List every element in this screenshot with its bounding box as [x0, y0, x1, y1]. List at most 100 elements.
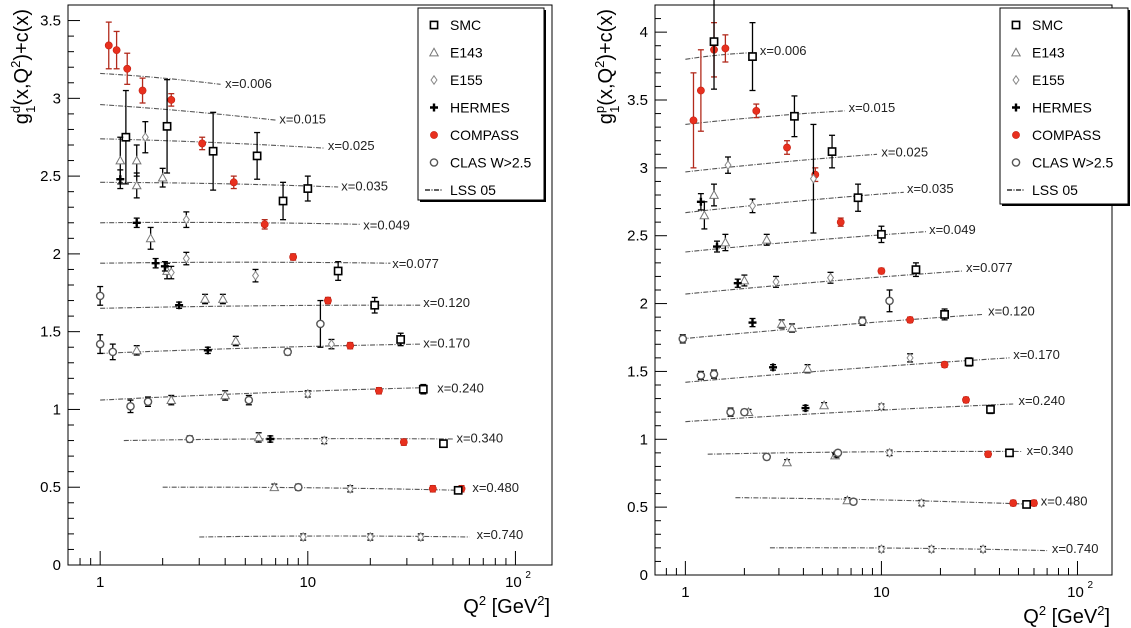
- bin-label: x=0.170: [423, 336, 470, 351]
- y-tick-label: 2: [640, 296, 648, 313]
- y-axis-title-mid: (x,Q: [11, 68, 33, 106]
- data-point: [112, 46, 121, 55]
- legend-label: LSS 05: [450, 182, 496, 198]
- y-axis-title-sub: 1: [23, 106, 38, 113]
- data-point: [399, 438, 408, 447]
- data-point: [198, 139, 207, 148]
- data-point: [252, 151, 262, 161]
- lss05-curve: [685, 270, 963, 295]
- x-axis-title: Q2 [GeV2]: [463, 593, 550, 618]
- data-point: [220, 390, 231, 400]
- bin-label: x=0.120: [423, 295, 470, 310]
- legend-marker: [1012, 74, 1020, 86]
- data-point: [979, 544, 987, 555]
- legend-marker: [1012, 131, 1020, 139]
- y-axis-title-tail: )+c(x): [11, 9, 33, 61]
- bin-label: x=0.015: [849, 100, 896, 115]
- lss05-curve: [769, 547, 1048, 552]
- series-clas-w-2-5: [678, 289, 894, 507]
- data-point: [917, 497, 925, 509]
- lss05-curve: [685, 51, 757, 60]
- legend: SMC E143 E155 HERMES COMPASS CLAS W>2.5 LSS 05: [417, 7, 546, 202]
- bin-label: x=0.340: [456, 430, 503, 445]
- bin-label: x=0.740: [1052, 541, 1099, 556]
- data-point: [269, 481, 280, 492]
- data-point: [940, 310, 949, 319]
- data-point: [167, 267, 175, 278]
- y-axis-title-mid: (x,Q: [595, 68, 617, 106]
- legend-marker: [1012, 103, 1020, 112]
- x-tick-label: 1: [681, 584, 689, 601]
- data-point: [131, 155, 142, 165]
- data-point: [253, 432, 264, 442]
- data-point: [940, 360, 949, 369]
- y-tick-label: 2.5: [627, 228, 648, 245]
- data-point: [906, 352, 914, 363]
- data-point: [132, 218, 141, 227]
- data-point: [783, 143, 791, 152]
- bin-label: x=0.025: [328, 138, 375, 153]
- x-tick-label: 1: [96, 574, 104, 591]
- bin-label: x=0.035: [341, 178, 388, 193]
- data-point: [762, 452, 772, 462]
- x-tick-label: 10: [1067, 584, 1084, 601]
- data-point: [299, 531, 307, 543]
- bin-label: x=0.240: [437, 381, 484, 396]
- series-hermes: [116, 169, 275, 443]
- y-axis-title-sub: 1: [607, 106, 622, 113]
- data-point: [678, 334, 688, 344]
- y-tick-label: 3.5: [627, 92, 648, 109]
- data-point: [720, 237, 731, 247]
- series-compass: [104, 21, 466, 493]
- bin-label: x=0.049: [363, 217, 410, 232]
- data-point: [877, 229, 886, 239]
- lss05-curve: [100, 304, 421, 309]
- data-point: [303, 184, 313, 193]
- lss05-curve: [680, 313, 984, 340]
- data-point: [370, 300, 380, 310]
- y-tick-label: 0: [640, 567, 648, 584]
- lss05-curve: [685, 403, 1014, 423]
- bin-label: x=0.740: [477, 527, 524, 542]
- data-point: [346, 483, 354, 494]
- y-tick-label: 0: [53, 557, 61, 574]
- data-point: [986, 405, 995, 414]
- x-axis-title-sup: 2: [1039, 603, 1046, 618]
- data-point: [115, 155, 126, 165]
- data-point: [162, 121, 172, 131]
- data-point: [278, 196, 288, 206]
- data-point: [802, 363, 813, 373]
- data-point: [739, 275, 750, 285]
- data-point: [123, 64, 132, 73]
- data-point: [740, 407, 749, 417]
- data-point: [724, 160, 732, 171]
- y-tick-label: 1.5: [627, 363, 648, 380]
- bin-label: x=0.480: [472, 480, 519, 495]
- lss05-curve: [100, 138, 325, 149]
- lss05-curve: [199, 535, 470, 538]
- legend-label: E155: [450, 72, 483, 88]
- series-e155: [724, 123, 987, 555]
- legend-label: HERMES: [450, 100, 510, 116]
- legend-label: E143: [450, 45, 483, 61]
- bin-label: x=0.240: [1018, 393, 1065, 408]
- bin-label: x=0.025: [881, 145, 928, 160]
- deuteron-panel: 00.511.522.533.51 10 10 2Q2 [GeV2]gd1(x,Q2)…: [8, 4, 553, 618]
- y-axis-title-sup: p: [592, 106, 607, 113]
- y-tick-label: 3: [640, 160, 648, 177]
- legend-marker: [1011, 158, 1021, 167]
- data-point: [819, 400, 830, 410]
- data-point: [790, 111, 799, 121]
- data-point: [877, 267, 886, 275]
- lss05-curve: [735, 497, 1037, 505]
- data-point: [1009, 499, 1018, 507]
- data-point: [346, 341, 355, 350]
- data-point: [906, 315, 914, 324]
- data-point: [131, 345, 142, 355]
- data-point: [293, 482, 303, 492]
- data-point: [417, 531, 425, 543]
- bin-label: x=0.480: [1041, 493, 1088, 508]
- x-axis-title-sup: 2: [479, 593, 486, 608]
- x-axis-title-q: Q: [1023, 606, 1039, 628]
